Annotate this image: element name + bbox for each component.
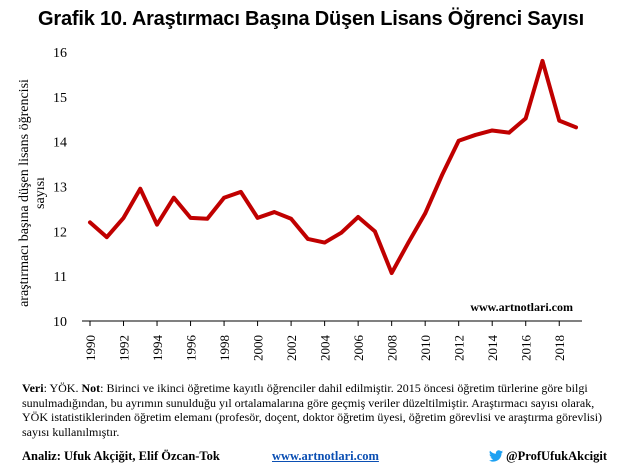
data-point (490, 128, 495, 133)
data-point (373, 229, 377, 234)
x-tick-label: 2008 (385, 335, 400, 361)
twitter-handle: @ProfUfukAkcigit (506, 449, 607, 463)
y-tick-label: 10 (53, 315, 67, 330)
x-tick-label: 2014 (485, 335, 500, 362)
x-tick-label: 2010 (418, 335, 433, 361)
data-point (406, 240, 411, 245)
data-point (440, 173, 444, 178)
data-point (255, 216, 260, 220)
data-point (507, 130, 511, 135)
line-chart: araştırmacı başına düşen lisans öğrencis… (17, 46, 582, 361)
data-point (171, 195, 176, 200)
data-point (339, 230, 344, 235)
data-point (473, 133, 478, 137)
data-point (322, 240, 327, 245)
website-link[interactable]: www.artnotlari.com (272, 449, 379, 463)
x-tick-label: 2016 (519, 335, 534, 362)
y-tick-label: 14 (53, 136, 67, 151)
data-point (456, 138, 461, 143)
y-tick-label: 11 (54, 270, 67, 285)
y-axis-label: araştırmacı başına düşen lisans öğrencis… (17, 79, 48, 307)
data-point (138, 186, 143, 191)
data-point (574, 125, 578, 130)
data-point (104, 235, 109, 239)
x-tick-label: 1992 (117, 335, 132, 361)
data-point (121, 216, 126, 220)
x-tick-label: 1998 (217, 335, 232, 361)
not-text: : Birinci ve ikinci öğretime kayıtlı öğr… (22, 381, 603, 439)
data-point (88, 220, 92, 225)
x-tick-label: 2004 (318, 335, 333, 362)
twitter-bird-icon (489, 450, 504, 462)
x-tick-label: 2000 (251, 335, 266, 361)
data-point (523, 116, 528, 121)
data-point (389, 271, 394, 275)
data-point (540, 59, 545, 63)
y-tick-label: 13 (53, 181, 67, 196)
x-tick-label: 2018 (552, 335, 567, 361)
data-point (272, 210, 277, 214)
data-point (155, 222, 159, 227)
x-tick-label: 1990 (83, 335, 98, 361)
x-tick-label: 1996 (184, 335, 199, 362)
data-point (188, 216, 193, 220)
series-layer (88, 58, 578, 276)
data-point (356, 215, 360, 219)
analysis-credit: Analiz: Ufuk Akçiğit, Elif Özcan-Tok (22, 449, 220, 463)
x-axis-ticks: 1990 1992 1994 1996 1998 2000 2002 2004 2006 2008… (83, 321, 567, 361)
y-axis-ticks: 10 11 12 13 14 15 16 (53, 46, 67, 330)
x-tick-label: 2012 (452, 335, 467, 361)
not-label: Not (81, 381, 101, 395)
chart-title: Grafik 10. Araştırmacı Başına Düşen Lisa… (38, 8, 584, 30)
watermark: www.artnotlari.com (470, 300, 573, 314)
veri-text: : YÖK. (43, 381, 82, 395)
twitter-handle-group[interactable]: @ProfUfukAkcigit (489, 449, 607, 464)
x-tick-label: 1994 (150, 335, 165, 362)
data-point (423, 211, 427, 216)
data-point (205, 216, 210, 221)
y-axis-label-line2: sayısı (33, 177, 48, 209)
data-point (222, 195, 226, 200)
y-axis-label-line1: araştırmacı başına düşen lisans öğrencis… (17, 79, 32, 307)
x-tick-label: 2006 (351, 335, 366, 362)
y-tick-label: 15 (53, 91, 67, 106)
notes: Veri: YÖK. Not: Birinci ve ikinci öğreti… (22, 381, 612, 439)
series-line (88, 58, 578, 276)
y-tick-label: 16 (53, 46, 67, 61)
data-point (306, 237, 310, 241)
x-tick-label: 2002 (284, 335, 299, 361)
data-point (557, 118, 562, 123)
veri-label: Veri (22, 381, 44, 395)
data-point (289, 216, 293, 221)
data-point (239, 190, 243, 194)
y-tick-label: 12 (53, 225, 67, 240)
